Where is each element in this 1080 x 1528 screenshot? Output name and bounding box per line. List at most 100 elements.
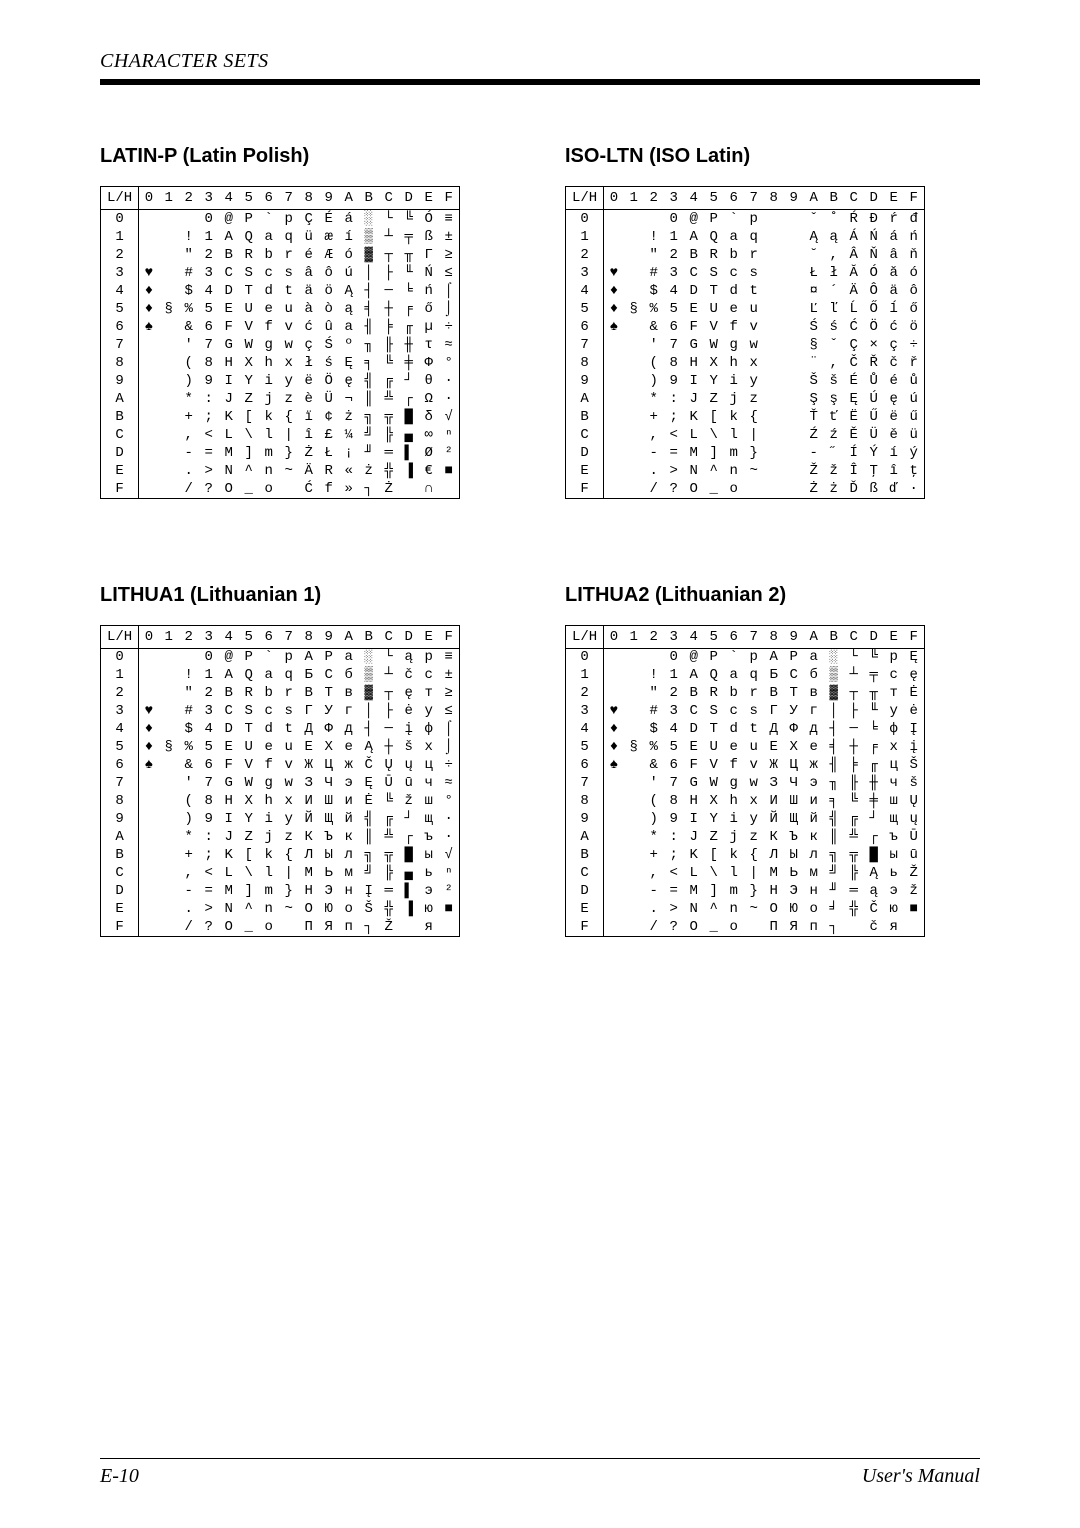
- char-cell: *: [644, 828, 664, 846]
- char-cell: ≡: [439, 648, 459, 666]
- table-2-box: L/H0123456789ABCDEF0 0@P`pАРа░└ąр≡1 !1AQ…: [100, 625, 460, 938]
- char-cell: ó: [339, 246, 359, 264]
- char-cell: H: [219, 354, 239, 372]
- char-cell: Ш: [319, 792, 339, 810]
- char-cell: o: [724, 480, 744, 498]
- char-cell: ь: [419, 864, 439, 882]
- char-cell: r: [744, 246, 764, 264]
- char-cell: ţ: [904, 462, 924, 480]
- char-cell: ┘: [864, 810, 884, 828]
- char-cell: [624, 684, 644, 702]
- char-cell: a: [724, 666, 744, 684]
- char-cell: &: [179, 756, 199, 774]
- char-cell: [764, 462, 784, 480]
- char-cell: Т: [319, 684, 339, 702]
- footer-row: E-10 User's Manual: [100, 1465, 980, 1488]
- char-cell: │: [359, 264, 379, 282]
- char-cell: M: [684, 882, 704, 900]
- char-cell: ů: [904, 372, 924, 390]
- row-header: A: [566, 390, 604, 408]
- char-cell: ń: [419, 282, 439, 300]
- char-cell: к: [339, 828, 359, 846]
- char-cell: K: [219, 846, 239, 864]
- char-cell: V: [704, 756, 724, 774]
- char-cell: [159, 756, 179, 774]
- char-cell: ж: [339, 756, 359, 774]
- char-cell: É: [319, 210, 339, 228]
- char-cell: [139, 246, 159, 264]
- char-cell: ╦: [379, 408, 399, 426]
- char-cell: ┤: [359, 282, 379, 300]
- char-cell: a: [259, 228, 279, 246]
- char-cell: J: [684, 828, 704, 846]
- char-cell: i: [259, 372, 279, 390]
- char-cell: ╠: [844, 864, 864, 882]
- char-cell: @: [684, 210, 704, 228]
- char-cell: В: [299, 684, 319, 702]
- char-cell: х: [419, 738, 439, 756]
- char-cell: C: [219, 702, 239, 720]
- char-cell: [624, 480, 644, 498]
- char-cell: [624, 318, 644, 336]
- char-cell: Н: [299, 882, 319, 900]
- char-cell: %: [644, 738, 664, 756]
- char-cell: Ě: [844, 426, 864, 444]
- col-header: 7: [279, 626, 299, 649]
- char-cell: ü: [904, 426, 924, 444]
- char-cell: п: [804, 918, 824, 936]
- char-cell: Ç: [844, 336, 864, 354]
- char-cell: ;: [199, 846, 219, 864]
- char-cell: [624, 720, 644, 738]
- row-header: 3: [101, 702, 139, 720]
- char-cell: ,: [179, 426, 199, 444]
- char-cell: Ц: [319, 756, 339, 774]
- char-cell: ): [644, 372, 664, 390]
- char-cell: [399, 918, 419, 936]
- row-header: 2: [101, 246, 139, 264]
- char-cell: l: [259, 864, 279, 882]
- char-cell: K: [684, 846, 704, 864]
- char-cell: [624, 774, 644, 792]
- char-cell: ·: [439, 828, 459, 846]
- char-cell: ⌡: [439, 300, 459, 318]
- char-cell: [784, 282, 804, 300]
- char-cell: Ţ: [864, 462, 884, 480]
- row-header: 2: [566, 684, 604, 702]
- char-cell: Ü: [864, 426, 884, 444]
- char-cell: N: [684, 900, 704, 918]
- char-cell: |: [744, 864, 764, 882]
- char-cell: [159, 666, 179, 684]
- char-cell: W: [704, 336, 724, 354]
- char-cell: ╙: [399, 264, 419, 282]
- char-cell: y: [744, 372, 764, 390]
- char-cell: ż: [824, 480, 844, 498]
- char-cell: м: [339, 864, 359, 882]
- char-cell: _: [704, 480, 724, 498]
- char-cell: ė: [399, 702, 419, 720]
- char-cell: Γ: [419, 246, 439, 264]
- char-cell: [139, 390, 159, 408]
- char-cell: 4: [664, 282, 684, 300]
- char-cell: Y: [704, 810, 724, 828]
- char-cell: [: [704, 408, 724, 426]
- char-cell: D: [684, 720, 704, 738]
- char-cell: d: [259, 720, 279, 738]
- char-cell: [139, 828, 159, 846]
- row-header: D: [566, 882, 604, 900]
- char-cell: ≡: [439, 210, 459, 228]
- char-cell: ~: [279, 900, 299, 918]
- row-header: 1: [101, 228, 139, 246]
- char-cell: ъ: [419, 828, 439, 846]
- char-cell: s: [744, 264, 764, 282]
- char-cell: n: [259, 900, 279, 918]
- char-cell: 8: [199, 792, 219, 810]
- char-cell: H: [219, 792, 239, 810]
- char-cell: [159, 336, 179, 354]
- char-cell: Л: [764, 846, 784, 864]
- char-cell: P: [239, 648, 259, 666]
- char-cell: Ч: [319, 774, 339, 792]
- char-cell: [139, 462, 159, 480]
- char-cell: [844, 918, 864, 936]
- char-cell: ┘: [399, 372, 419, 390]
- char-cell: Ż: [299, 444, 319, 462]
